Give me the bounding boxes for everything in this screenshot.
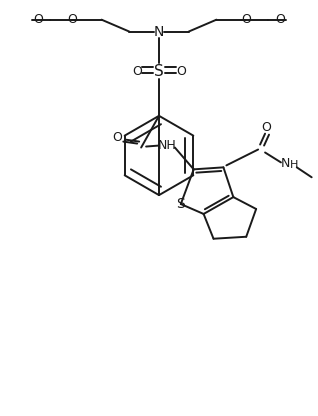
Text: O: O [33, 13, 43, 26]
Text: O: O [176, 65, 186, 78]
Text: N: N [281, 157, 291, 170]
Text: O: O [241, 13, 251, 26]
Text: O: O [132, 65, 142, 78]
Text: H: H [290, 161, 298, 171]
Text: N: N [154, 25, 164, 39]
Text: O: O [275, 13, 285, 26]
Text: O: O [261, 121, 271, 134]
Text: S: S [176, 197, 185, 211]
Text: S: S [154, 64, 164, 79]
Text: O: O [67, 13, 77, 26]
Text: NH: NH [157, 139, 176, 152]
Text: O: O [113, 131, 122, 144]
